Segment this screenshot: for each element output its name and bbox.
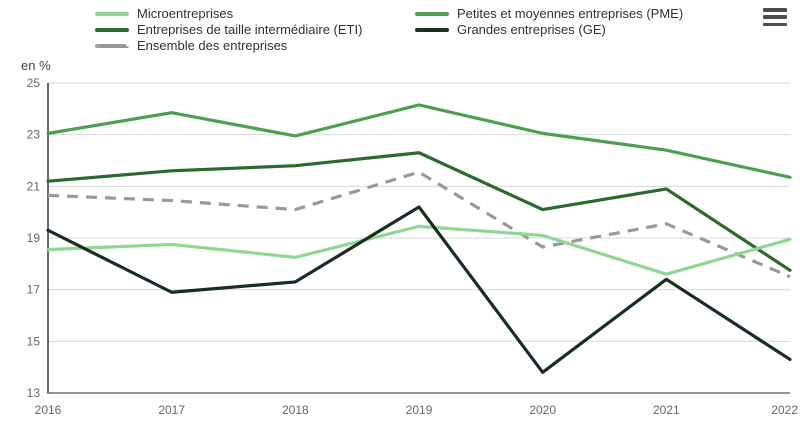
series-line-2[interactable]	[46, 151, 792, 272]
series-line-1[interactable]	[46, 103, 792, 179]
y-tick-label: 21	[27, 179, 41, 193]
y-axis-unit-label: en %	[21, 58, 51, 73]
x-tick-label: 2019	[406, 403, 433, 417]
legend-item[interactable]: Grandes entreprises (GE)	[415, 22, 683, 38]
series-line-3[interactable]	[46, 205, 792, 374]
hamburger-menu-icon[interactable]	[763, 8, 787, 26]
legend-swatch-icon	[95, 12, 129, 16]
legend-swatch-icon	[415, 28, 449, 32]
legend-label: Grandes entreprises (GE)	[457, 22, 606, 37]
legend-item[interactable]: Petites et moyennes entreprises (PME)	[415, 6, 683, 22]
x-tick-label: 2016	[35, 403, 62, 417]
y-tick-label: 15	[27, 334, 41, 348]
x-tick-label: 2021	[653, 403, 680, 417]
legend-column-left: Microentreprises Entreprises de taille in…	[95, 6, 362, 54]
legend-swatch-icon	[95, 44, 129, 48]
x-tick-label: 2020	[529, 403, 556, 417]
y-tick-label: 13	[27, 386, 41, 400]
series-line-0[interactable]	[46, 224, 792, 276]
legend-label: Ensemble des entreprises	[137, 38, 288, 53]
legend-swatch-icon	[415, 12, 449, 16]
hamburger-bar	[763, 15, 787, 19]
y-tick-label: 19	[27, 231, 41, 245]
y-tick-label: 23	[27, 128, 41, 142]
x-tick-label: 2018	[282, 403, 309, 417]
legend-item[interactable]: Entreprises de taille intermédiaire (ETI…	[95, 22, 362, 38]
y-tick-label: 17	[27, 283, 41, 297]
legend-swatch-icon	[95, 28, 129, 32]
series-line-4[interactable]	[47, 170, 791, 279]
x-tick-label: 2022	[771, 403, 798, 417]
x-tick-label: 2017	[158, 403, 185, 417]
legend-label: Petites et moyennes entreprises (PME)	[457, 6, 684, 21]
hamburger-bar	[763, 8, 787, 12]
legend-item[interactable]: Microentreprises	[95, 6, 362, 22]
legend-label: Entreprises de taille intermédiaire (ETI…	[137, 22, 363, 37]
legend-item[interactable]: Ensemble des entreprises	[95, 38, 362, 54]
hamburger-bar	[763, 22, 787, 26]
y-tick-label: 25	[27, 76, 41, 90]
legend-label: Microentreprises	[137, 6, 234, 21]
legend-column-right: Petites et moyennes entreprises (PME) Gra…	[415, 6, 683, 38]
